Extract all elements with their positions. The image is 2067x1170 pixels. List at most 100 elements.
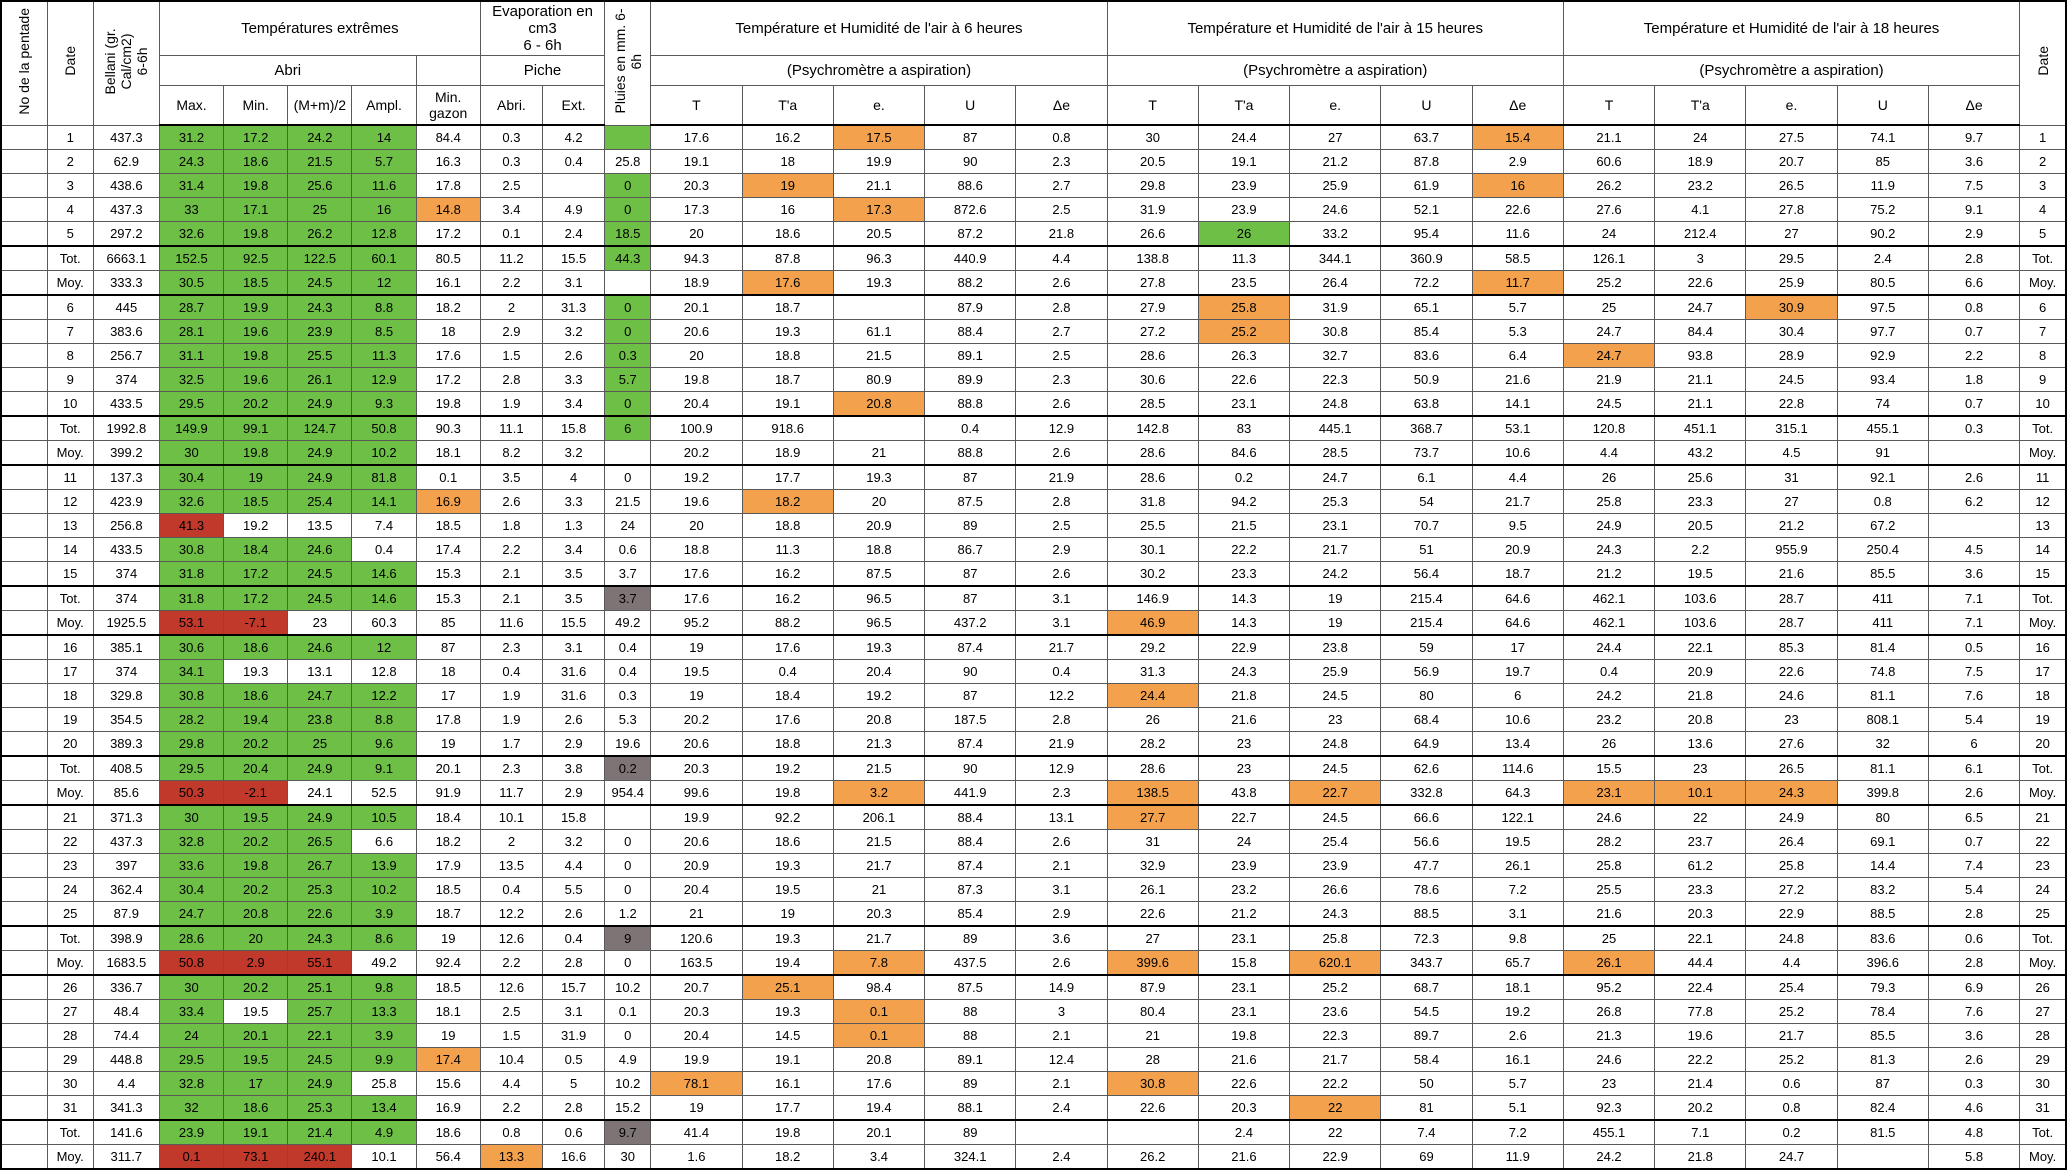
value-cell: 14	[2019, 537, 2067, 562]
value-cell: 18.1	[1471, 974, 1564, 1000]
value-cell: 18	[2019, 683, 2067, 708]
value-cell: 462.1	[1562, 610, 1656, 636]
value-cell: 6.1	[1380, 464, 1473, 490]
value-cell: 54.5	[1380, 999, 1473, 1024]
pentade-cell	[0, 925, 48, 951]
value-cell: 64.6	[1471, 585, 1564, 611]
value-cell: 10.2	[351, 440, 417, 466]
value-cell: 19.3	[741, 853, 834, 878]
value-cell: 14.6	[351, 561, 417, 587]
col-header-bellani-label: Bellani (gr. Cal/cm2) 6-6h	[102, 28, 151, 95]
value-cell: 11	[46, 464, 94, 490]
value-cell: 19	[1289, 610, 1382, 636]
value-cell: 24.5	[1289, 804, 1382, 830]
value-cell: 2.6	[1015, 440, 1108, 466]
value-cell: 26	[2019, 974, 2067, 1000]
value-cell: 21	[1106, 1023, 1199, 1048]
value-cell: 462.1	[1562, 585, 1656, 611]
value-cell: 18.4	[741, 683, 834, 708]
value-cell: 18.2	[741, 1144, 834, 1170]
value-cell: 88.4	[924, 319, 1017, 344]
value-cell: 88.4	[924, 804, 1017, 830]
value-cell: 15	[2019, 561, 2067, 587]
value-cell: 24	[1562, 221, 1656, 247]
value-cell: 7.4	[351, 513, 417, 538]
value-cell: 23.7	[1654, 829, 1747, 854]
value-cell: 0.4	[924, 415, 1017, 441]
data-row: 5 297.2 32.6 19.8 26.2 12.8 17.2 0.1 2.4 18.5 20 18…	[0, 221, 2067, 247]
value-cell: 13.5	[287, 513, 353, 538]
value-cell: 17.1	[223, 197, 289, 222]
value-cell: 70.7	[1380, 513, 1473, 538]
value-cell: 60.1	[351, 245, 417, 271]
value-cell: 21	[46, 804, 94, 830]
value-cell: 7.4	[1380, 1119, 1473, 1145]
value-cell: 86.7	[924, 537, 1017, 562]
value-cell: 2.3	[1015, 149, 1108, 174]
value-cell	[1927, 513, 2021, 538]
value-cell: 20	[46, 731, 94, 757]
value-cell: 24.8	[1289, 391, 1382, 417]
value-cell: 0.1	[832, 1023, 926, 1048]
value-cell: 2.6	[1471, 1023, 1564, 1048]
mean-row: Moy. 1925.5 53.1 -7.1 23 60.3 85 11.6 15.5 49.2 95…	[0, 610, 2067, 636]
value-cell: 81.3	[1836, 1047, 1929, 1072]
value-cell: 87	[924, 124, 1017, 150]
value-cell: 6.2	[1927, 489, 2021, 514]
value-cell: 24.2	[1289, 561, 1382, 587]
value-cell: 4.5	[1745, 440, 1838, 466]
value-cell: 23	[1197, 731, 1291, 757]
value-cell: 18.6	[415, 1119, 481, 1145]
value-cell: 16.2	[741, 124, 834, 150]
value-cell: 21.4	[287, 1119, 353, 1145]
value-cell: 23.1	[1197, 999, 1291, 1024]
value-cell: 2.3	[479, 634, 544, 660]
value-cell: 21.7	[1289, 537, 1382, 562]
value-cell: 89.7	[1380, 1023, 1473, 1048]
pentade-cell	[0, 659, 48, 684]
value-cell: 3.2	[542, 829, 606, 854]
col-group-psychro-15h: (Psychromètre a aspiration)	[1106, 55, 1564, 86]
value-cell	[604, 804, 652, 830]
value-cell: 7.5	[1927, 173, 2021, 198]
value-cell: 0.3	[1927, 415, 2021, 441]
value-cell: 87	[924, 585, 1017, 611]
value-cell: 23	[1197, 755, 1291, 781]
value-cell: 0.8	[479, 1119, 544, 1145]
value-cell: 2.6	[1015, 391, 1108, 417]
value-cell: 26.1	[1471, 853, 1564, 878]
pentade-cell	[0, 513, 48, 538]
value-cell: 19	[223, 464, 289, 490]
value-cell: 64.6	[1471, 610, 1564, 636]
value-cell: 33	[158, 197, 225, 222]
value-cell: 85.5	[1836, 561, 1929, 587]
value-cell: 14.5	[741, 1023, 834, 1048]
value-cell: 9	[46, 367, 94, 392]
value-cell: 15.8	[1197, 950, 1291, 976]
value-cell: 2.9	[1927, 221, 2021, 247]
value-cell: 89.9	[924, 367, 1017, 392]
pentade-cell	[0, 197, 48, 222]
value-cell: 19.5	[223, 1047, 289, 1072]
value-cell: 31.3	[1106, 659, 1199, 684]
value-cell: 3.3	[542, 489, 606, 514]
value-cell: 60.6	[1562, 149, 1656, 174]
value-cell: 3.2	[542, 440, 606, 466]
value-cell: 212.4	[1654, 221, 1747, 247]
data-row: 12 423.9 32.6 18.5 25.4 14.1 16.9 2.6 3.3 21.5 19.…	[0, 489, 2067, 514]
value-cell: 21.7	[1471, 489, 1564, 514]
value-cell: 17.3	[832, 197, 926, 222]
value-cell: 149.9	[158, 415, 225, 441]
col-group-abri: Abri	[158, 55, 417, 86]
value-cell: 0.5	[1927, 634, 2021, 660]
value-cell: 374	[92, 659, 160, 684]
value-cell: 396.6	[1836, 950, 1929, 976]
value-cell: 22	[1289, 1119, 1382, 1145]
value-cell: 20.2	[1654, 1095, 1747, 1121]
value-cell: 3.6	[1927, 561, 2021, 587]
value-cell: 21.5	[832, 829, 926, 854]
value-cell: 4.5	[1927, 537, 2021, 562]
value-cell: 19.6	[650, 489, 743, 514]
value-cell: 17.7	[741, 464, 834, 490]
value-cell: 6.4	[1471, 343, 1564, 368]
